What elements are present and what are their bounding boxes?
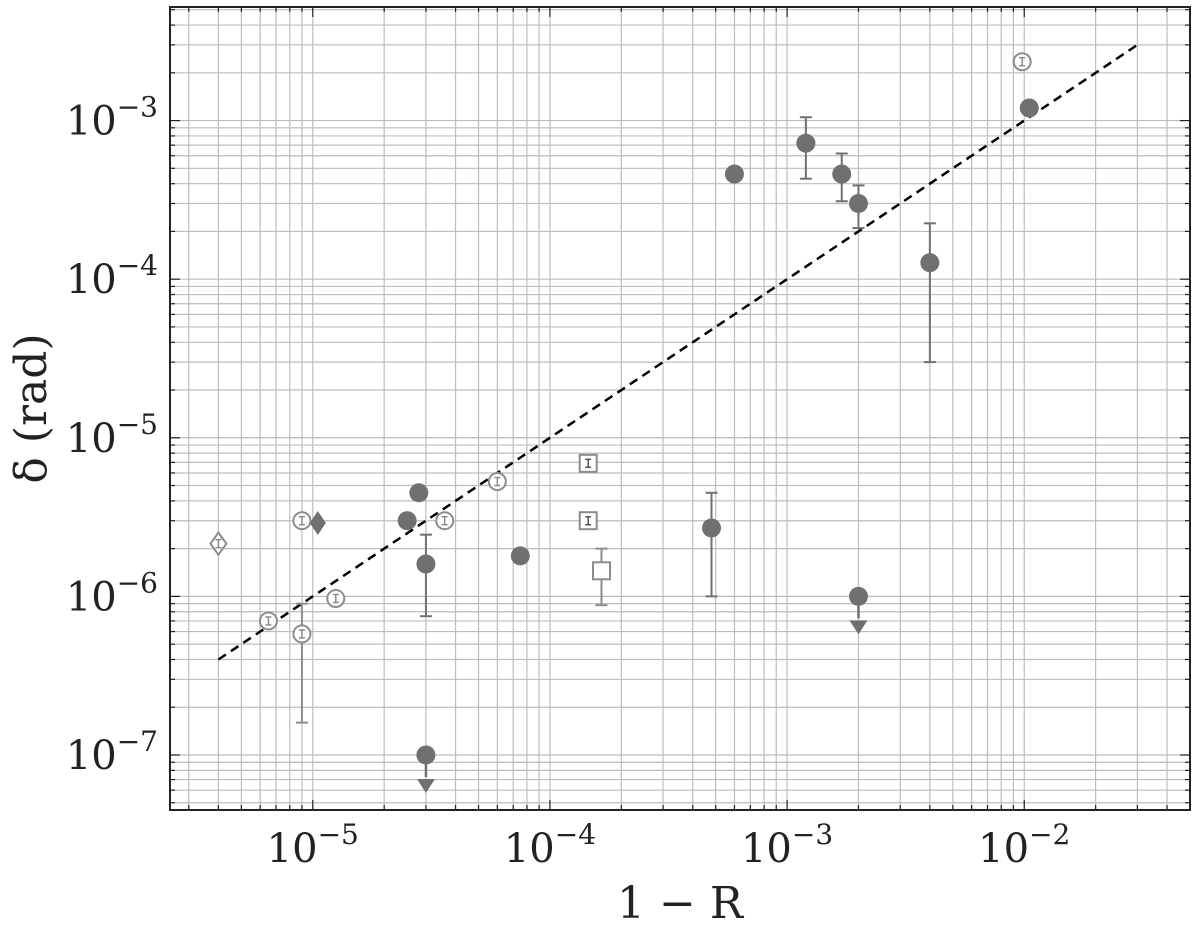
y-tick-labels: 10−7 10−6 10−5 10−4 10−3 [66, 91, 158, 779]
x-tick-label: 10−5 [267, 818, 359, 872]
filled-circle-marker [416, 745, 436, 765]
filled-circle-marker [832, 164, 852, 184]
filled-circle-marker [724, 164, 744, 184]
x-tick-label: 10−4 [504, 818, 596, 872]
filled-circle-marker [510, 546, 530, 566]
data-markers [209, 52, 1039, 793]
y-tick-label: 10−6 [66, 566, 158, 620]
x-tick-label: 10−2 [978, 818, 1070, 872]
filled-circle-marker [416, 554, 436, 574]
x-tick-labels: 10−5 10−4 10−3 10−2 [267, 818, 1071, 872]
fit-line [217, 43, 1139, 661]
filled-circle-marker [796, 133, 816, 153]
y-tick-label: 10−5 [66, 408, 158, 462]
open-square-marker [592, 561, 612, 581]
fit-line-layer [217, 43, 1139, 661]
error-bars [295, 116, 936, 777]
upper-limit-arrow [849, 620, 868, 635]
filled-circle-marker [920, 253, 940, 273]
filled-circle-marker [1019, 98, 1039, 118]
y-tick-label: 10−4 [66, 249, 158, 303]
x-axis-label: 1 − R [617, 878, 745, 927]
upper-limit-arrow [416, 778, 435, 793]
filled-diamond-marker [309, 511, 326, 536]
filled-circle-marker [701, 518, 721, 538]
x-tick-label: 10−3 [741, 818, 833, 872]
filled-circle-marker [848, 586, 868, 606]
y-axis-label: δ (rad) [6, 333, 57, 483]
y-tick-label: 10−7 [66, 725, 158, 779]
filled-circle-marker [848, 193, 868, 213]
y-tick-label: 10−3 [66, 91, 158, 145]
filled-circle-marker [409, 483, 429, 503]
filled-circle-marker [397, 511, 417, 531]
plot-frame [169, 6, 1191, 811]
